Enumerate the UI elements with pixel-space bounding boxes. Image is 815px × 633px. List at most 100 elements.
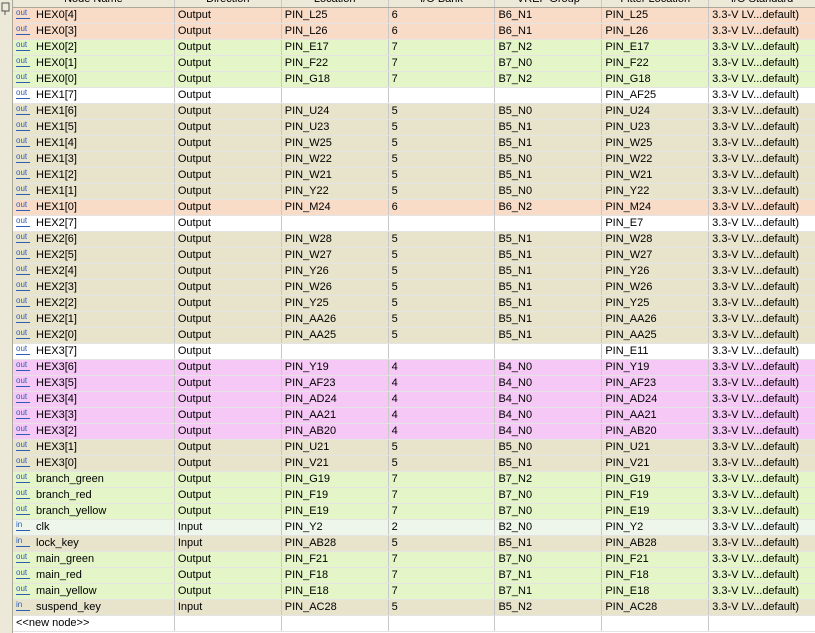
pin-row[interactable]: out HEX3[7] Output PIN_E11 3.3-V LV...defaul…	[13, 343, 815, 360]
pin-row[interactable]: out HEX1[5] Output PIN_U23 5 B5_N1 PIN_U23 3.3-…	[13, 119, 815, 136]
pin-row[interactable]: in clk Input PIN_Y2 2 B2_N0 PIN_Y2 3.3-V LV...d…	[13, 519, 815, 536]
pin-row[interactable]: out main_green Output PIN_F21 7 B7_N0 PIN_F21 3…	[13, 551, 815, 568]
standard-cell: 3.3-V LV...default)	[708, 183, 815, 200]
pin-row[interactable]: out branch_green Output PIN_G19 7 B7_N2 PIN_G1…	[13, 471, 815, 488]
pin-row[interactable]: out HEX2[5] Output PIN_W27 5 B5_N1 PIN_W27 3.3-…	[13, 247, 815, 264]
pin-row[interactable]: out HEX3[2] Output PIN_AB20 4 B4_N0 PIN_AB20 3.…	[13, 423, 815, 440]
location-cell: PIN_AF23	[281, 375, 389, 392]
column-header[interactable]: Node Name	[13, 0, 175, 8]
pin-row[interactable]: out HEX3[4] Output PIN_AD24 4 B4_N0 PIN_AD24 3.…	[13, 391, 815, 408]
column-header[interactable]: I/O Standard	[708, 0, 815, 8]
pin-row[interactable]: out HEX1[7] Output PIN_AF25 3.3-V LV...defau…	[13, 87, 815, 104]
new-node-cell[interactable]: <<new node>>	[13, 615, 175, 632]
node-name-cell: out HEX2[7]	[13, 215, 175, 232]
fitter-cell: PIN_Y22	[601, 183, 710, 200]
pin-row[interactable]: out HEX0[0] Output PIN_G18 7 B7_N2 PIN_G18 3.3-…	[13, 71, 815, 88]
direction-cell: Output	[174, 487, 282, 504]
pin-row[interactable]: out branch_yellow Output PIN_E19 7 B7_N0 PIN_E…	[13, 503, 815, 520]
vref-cell: B5_N1	[494, 231, 603, 248]
direction-icon: out	[16, 264, 36, 275]
node-name-cell: out HEX3[1]	[13, 439, 175, 456]
pin-row[interactable]: out main_red Output PIN_F18 7 B7_N1 PIN_F18 3.3…	[13, 567, 815, 584]
standard-cell: 3.3-V LV...default)	[708, 279, 815, 296]
node-name: HEX1[1]	[36, 185, 77, 197]
fitter-cell: PIN_AF25	[601, 87, 710, 104]
standard-cell: 3.3-V LV...default)	[708, 23, 815, 40]
node-name-cell: out HEX3[3]	[13, 407, 175, 424]
standard-cell: 3.3-V LV...default)	[708, 551, 815, 568]
direction-cell: Output	[174, 7, 282, 24]
node-name-cell: out HEX1[0]	[13, 199, 175, 216]
pin-row[interactable]: out HEX1[4] Output PIN_W25 5 B5_N1 PIN_W25 3.3-…	[13, 135, 815, 152]
column-header[interactable]: Fitter Location	[601, 0, 710, 8]
direction-cell: Output	[174, 231, 282, 248]
pin-row[interactable]: out HEX3[1] Output PIN_U21 5 B5_N0 PIN_U21 3.3-…	[13, 439, 815, 456]
location-cell: PIN_U24	[281, 103, 389, 120]
pin-row[interactable]: out HEX1[2] Output PIN_W21 5 B5_N1 PIN_W21 3.3-…	[13, 167, 815, 184]
bank-cell: 7	[388, 39, 496, 56]
direction-cell: Output	[174, 295, 282, 312]
vref-cell: B2_N0	[494, 519, 603, 536]
fitter-cell: PIN_W28	[601, 231, 710, 248]
location-cell: PIN_L26	[281, 23, 389, 40]
pin-row[interactable]: out main_yellow Output PIN_E18 7 B7_N1 PIN_E18…	[13, 583, 815, 600]
node-name-cell: out main_red	[13, 567, 175, 584]
bank-cell: 5	[388, 183, 496, 200]
new-node-row[interactable]: <<new node>>	[13, 615, 815, 632]
pin-row[interactable]: out HEX2[4] Output PIN_Y26 5 B5_N1 PIN_Y26 3.3-…	[13, 263, 815, 280]
pin-row[interactable]: out branch_red Output PIN_F19 7 B7_N0 PIN_F19 3…	[13, 487, 815, 504]
fitter-cell: PIN_W26	[601, 279, 710, 296]
node-name: HEX0[0]	[36, 73, 77, 85]
pin-row[interactable]: out HEX0[3] Output PIN_L26 6 B6_N1 PIN_L26 3.3-…	[13, 23, 815, 40]
location-cell: PIN_W28	[281, 231, 389, 248]
column-header[interactable]: I/O Bank	[388, 0, 496, 8]
node-name: branch_yellow	[36, 505, 107, 517]
pin-row[interactable]: out HEX2[0] Output PIN_AA25 5 B5_N1 PIN_AA25 3.…	[13, 327, 815, 344]
pin-row[interactable]: out HEX3[6] Output PIN_Y19 4 B4_N0 PIN_Y19 3.3-…	[13, 359, 815, 376]
pin-row[interactable]: out HEX3[0] Output PIN_V21 5 B5_N1 PIN_V21 3.3-…	[13, 455, 815, 472]
pin-row[interactable]: out HEX1[6] Output PIN_U24 5 B5_N0 PIN_U24 3.3-…	[13, 103, 815, 120]
node-name: HEX2[5]	[36, 249, 77, 261]
pin-row[interactable]: out HEX1[3] Output PIN_W22 5 B5_N0 PIN_W22 3.3-…	[13, 151, 815, 168]
standard-cell: 3.3-V LV...default)	[708, 583, 815, 600]
direction-icon: out	[16, 296, 36, 307]
bank-cell: 6	[388, 199, 496, 216]
column-header[interactable]: Location	[281, 0, 389, 8]
bank-cell: 5	[388, 599, 496, 616]
pin-row[interactable]: out HEX3[5] Output PIN_AF23 4 B4_N0 PIN_AF23 3.…	[13, 375, 815, 392]
pin-row[interactable]: out HEX0[2] Output PIN_E17 7 B7_N2 PIN_E17 3.3-…	[13, 39, 815, 56]
pin-row[interactable]: in suspend_key Input PIN_AC28 5 B5_N2 PIN_AC28…	[13, 599, 815, 616]
node-name: HEX1[6]	[36, 105, 77, 117]
direction-icon: out	[16, 168, 36, 179]
location-cell: PIN_Y26	[281, 263, 389, 280]
node-name: HEX2[6]	[36, 233, 77, 245]
pin-row[interactable]: out HEX3[3] Output PIN_AA21 4 B4_N0 PIN_AA21 3.…	[13, 407, 815, 424]
pin-row[interactable]: out HEX2[6] Output PIN_W28 5 B5_N1 PIN_W28 3.3-…	[13, 231, 815, 248]
vref-cell: B4_N0	[494, 359, 603, 376]
pin-row[interactable]: out HEX2[7] Output PIN_E7 3.3-V LV...default…	[13, 215, 815, 232]
location-cell: PIN_Y25	[281, 295, 389, 312]
node-name: HEX2[2]	[36, 297, 77, 309]
header-row: Node NameDirectionLocationI/O BankVREF G…	[13, 0, 815, 8]
pin-row[interactable]: out HEX2[3] Output PIN_W26 5 B5_N1 PIN_W26 3.3-…	[13, 279, 815, 296]
bank-cell: 5	[388, 327, 496, 344]
bank-cell: 5	[388, 263, 496, 280]
pin-row[interactable]: in lock_key Input PIN_AB28 5 B5_N1 PIN_AB28 3.3…	[13, 535, 815, 552]
location-cell: PIN_F22	[281, 55, 389, 72]
pin-row[interactable]: out HEX1[0] Output PIN_M24 6 B6_N2 PIN_M24 3.3-…	[13, 199, 815, 216]
column-header[interactable]: VREF Group	[494, 0, 603, 8]
pin-row[interactable]: out HEX2[2] Output PIN_Y25 5 B5_N1 PIN_Y25 3.3-…	[13, 295, 815, 312]
fitter-cell: PIN_AA26	[601, 311, 710, 328]
direction-cell: Output	[174, 71, 282, 88]
node-name: HEX3[6]	[36, 361, 77, 373]
column-header[interactable]: Direction	[174, 0, 282, 8]
pin-row[interactable]: out HEX0[1] Output PIN_F22 7 B7_N0 PIN_F22 3.3-…	[13, 55, 815, 72]
node-name: main_yellow	[36, 585, 97, 597]
pin-row[interactable]: out HEX2[1] Output PIN_AA26 5 B5_N1 PIN_AA26 3.…	[13, 311, 815, 328]
vref-cell: B5_N1	[494, 263, 603, 280]
fitter-cell: PIN_M24	[601, 199, 710, 216]
direction-cell: Output	[174, 119, 282, 136]
standard-cell: 3.3-V LV...default)	[708, 87, 815, 104]
pin-row[interactable]: out HEX1[1] Output PIN_Y22 5 B5_N0 PIN_Y22 3.3-…	[13, 183, 815, 200]
pin-row[interactable]: out HEX0[4] Output PIN_L25 6 B6_N1 PIN_L25 3.3-…	[13, 7, 815, 24]
